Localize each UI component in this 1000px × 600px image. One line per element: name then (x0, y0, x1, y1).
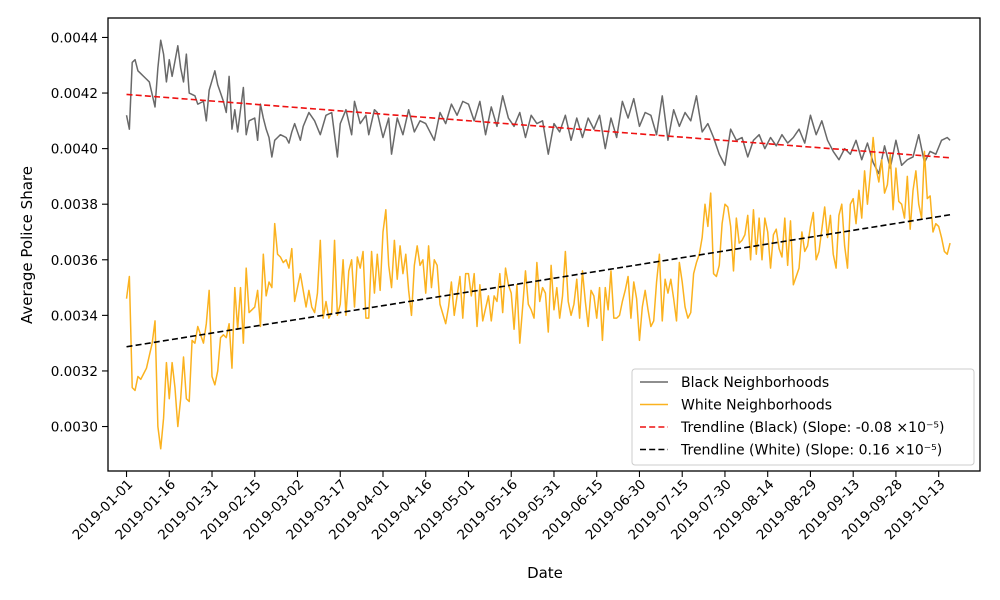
legend-label: Black Neighborhoods (681, 375, 829, 391)
legend-label: Trendline (White) (Slope: 0.16 ×10⁻⁵) (680, 443, 942, 459)
legend: Black Neighborhoods White Neighborhoods Tr… (631, 368, 975, 466)
plot-area (125, 39, 951, 450)
y-tick-label: 0.0042 (51, 86, 98, 102)
series-line-2 (125, 136, 951, 450)
legend-box (631, 368, 975, 466)
legend-label: White Neighborhoods (681, 398, 832, 414)
y-tick-label: 0.0038 (51, 197, 98, 213)
y-tick-label: 0.0044 (51, 30, 98, 46)
legend-label: Trendline (Black) (Slope: -0.08 ×10⁻⁵) (680, 420, 944, 436)
x-axis-label: Date (527, 564, 563, 582)
y-tick-label: 0.0034 (51, 308, 98, 324)
series-line-1 (125, 39, 951, 175)
y-axis-label: Average Police Share (18, 166, 36, 324)
y-tick-label: 0.0040 (51, 142, 98, 158)
y-tick-label: 0.0036 (51, 253, 98, 269)
plot-frame (107, 17, 981, 472)
y-axis: 0.0030 0.0032 0.0034 0.0036 0.0038 0.0040 0.00… (51, 30, 108, 436)
series-line-4 (126, 213, 951, 348)
y-tick-label: 0.0032 (51, 364, 98, 380)
y-tick-label: 0.0030 (51, 420, 98, 436)
